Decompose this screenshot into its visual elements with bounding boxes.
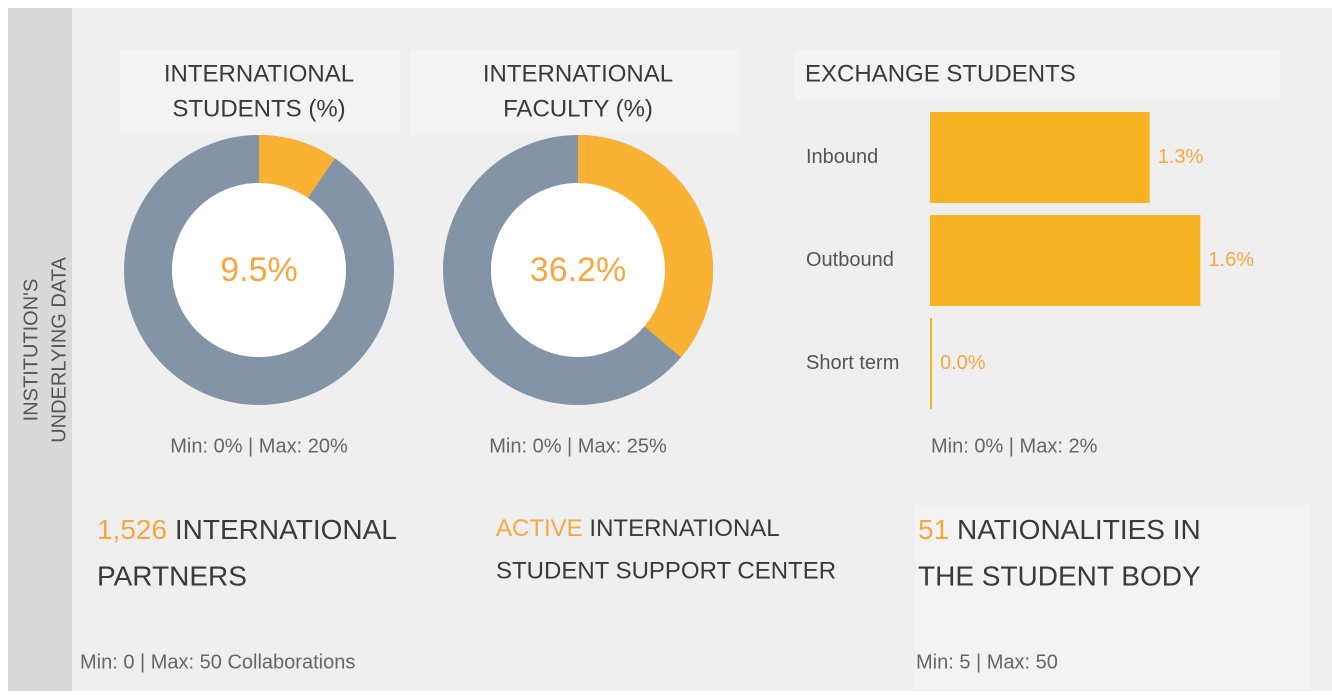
- stat-note: Min: 5 | Max: 50: [916, 651, 1058, 673]
- bar-value: 0.0%: [940, 352, 986, 374]
- donut-value: 36.2%: [530, 251, 626, 289]
- side-label: UNDERLYING DATA: [48, 257, 70, 443]
- stat-highlight: 1,526: [97, 514, 167, 545]
- stat-text: INTERNATIONAL: [589, 515, 779, 542]
- donut-value: 9.5%: [220, 251, 298, 289]
- stat-highlight: ACTIVE: [496, 515, 583, 542]
- range-note: Min: 0% | Max: 20%: [170, 435, 348, 457]
- donut-hole: [491, 183, 665, 357]
- stat-box: [915, 505, 1310, 690]
- stat-note: Min: 0 | Max: 50 Collaborations: [80, 651, 355, 673]
- chart-title: INTERNATIONAL: [483, 60, 673, 87]
- stat-line: PARTNERS: [97, 560, 247, 591]
- range-note: Min: 0% | Max: 2%: [931, 435, 1098, 457]
- range-note: Min: 0% | Max: 25%: [489, 435, 667, 457]
- donut-arc: [578, 135, 713, 358]
- bar: [930, 215, 1201, 306]
- bar-value: 1.6%: [1208, 249, 1254, 271]
- title-box: [120, 50, 400, 135]
- bar: [930, 112, 1150, 203]
- donut-arc: [259, 135, 335, 199]
- bar-label: Inbound: [806, 146, 878, 168]
- side-label: INSTITUTION'S: [20, 279, 42, 422]
- stat-text: NATIONALITIES IN: [957, 514, 1201, 545]
- bar-label: Short term: [806, 352, 899, 374]
- stat-line: STUDENT SUPPORT CENTER: [496, 557, 836, 584]
- chart-title: INTERNATIONAL: [164, 60, 354, 87]
- donut-hole: [172, 183, 346, 357]
- chart-title: FACULTY (%): [503, 95, 653, 122]
- stat-line: ACTIVE INTERNATIONAL: [496, 515, 780, 542]
- bar: [930, 318, 932, 409]
- title-box: [410, 50, 740, 135]
- chart-title: STUDENTS (%): [172, 95, 345, 122]
- side-strip: [8, 8, 72, 691]
- stat-highlight: 51: [918, 514, 949, 545]
- bar-label: Outbound: [806, 249, 894, 271]
- stat-text: INTERNATIONAL: [175, 514, 397, 545]
- stat-line: THE STUDENT BODY: [918, 560, 1201, 591]
- chart-title: EXCHANGE STUDENTS: [805, 60, 1076, 87]
- stat-line: 1,526 INTERNATIONAL: [97, 514, 397, 545]
- title-box: [795, 50, 1280, 100]
- bar-value: 1.3%: [1158, 146, 1204, 168]
- stat-line: 51 NATIONALITIES IN: [918, 514, 1201, 545]
